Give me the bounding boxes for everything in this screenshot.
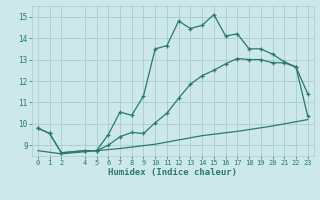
X-axis label: Humidex (Indice chaleur): Humidex (Indice chaleur) — [108, 168, 237, 177]
